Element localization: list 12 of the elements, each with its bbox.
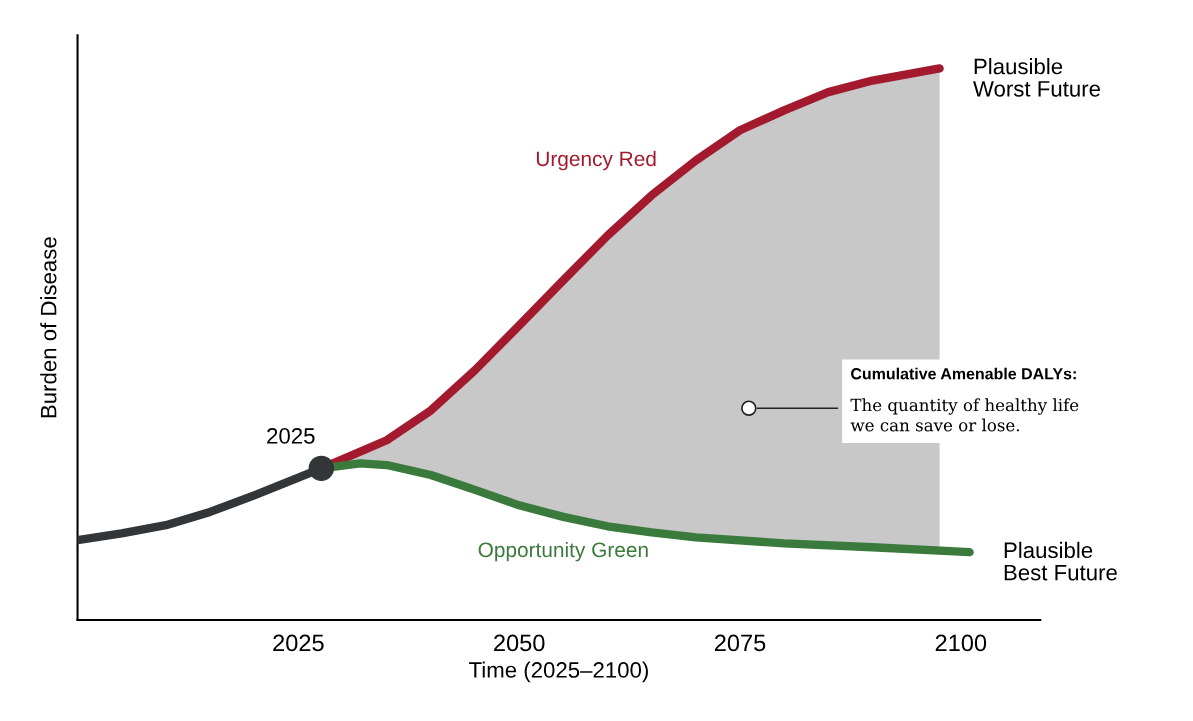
x-tick-label: 2075 bbox=[714, 634, 766, 652]
x-axis-title: Time (2025–2100) bbox=[469, 661, 648, 683]
y-axis-title: Burden of Disease bbox=[40, 237, 57, 418]
annotation: Plausible Best Future bbox=[1004, 541, 1117, 581]
x-tick-label: 2025 bbox=[273, 634, 324, 652]
x-tick-label: 2050 bbox=[494, 634, 545, 652]
x-tick-label: 2100 bbox=[935, 634, 987, 652]
series-label: Opportunity Green bbox=[478, 541, 648, 562]
annotation: 2025 bbox=[267, 428, 315, 444]
annotation: Plausible Worst Future bbox=[973, 58, 1100, 97]
series-label: Urgency Red bbox=[536, 150, 656, 171]
annotation: Cumulative Amenable DALYs: The quantity of healthy life we can save or lose. bbox=[850, 367, 1079, 432]
